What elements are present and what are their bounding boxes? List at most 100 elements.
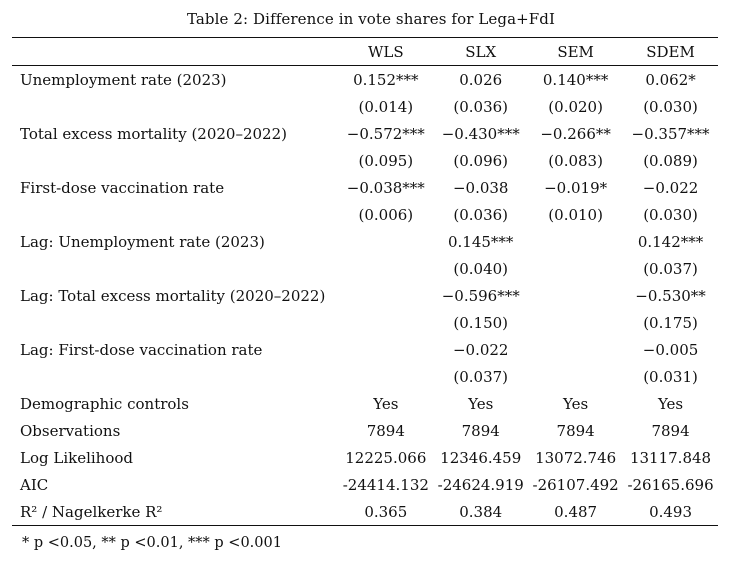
row-label: Lag: Total excess mortality (2020–2022)	[20, 286, 326, 305]
table-row: Observations 7894 7894 7894 7894	[12, 417, 718, 444]
cell-value: -24624.919	[437, 475, 524, 494]
cell-value: (0.095)	[358, 151, 414, 170]
cell-value: −0.038***	[346, 178, 425, 197]
cell-value: (0.096)	[453, 151, 509, 170]
table-row: (0.006) (0.036) (0.010) (0.030)	[12, 201, 718, 228]
row-label: Lag: First-dose vaccination rate	[20, 340, 263, 359]
table-row: Lag: Unemployment rate (2023) 0.145*** 0.1…	[12, 228, 718, 255]
table-row: (0.150) (0.175)	[12, 309, 718, 336]
cell-value: −0.005	[642, 340, 699, 359]
cell-value	[528, 255, 623, 282]
row-label: Lag: Unemployment rate (2023)	[20, 232, 265, 251]
table-row: R² / Nagelkerke R² 0.365 0.384 0.487 0.493	[12, 498, 718, 525]
cell-value: (0.010)	[548, 205, 603, 224]
cell-value: -26107.492	[532, 475, 619, 494]
table-row: (0.014) (0.036) (0.020) (0.030)	[12, 93, 718, 120]
cell-value	[338, 282, 433, 309]
row-label: Log Likelihood	[20, 448, 134, 467]
cell-value: 7894	[556, 421, 595, 440]
row-label: R² / Nagelkerke R²	[20, 502, 163, 521]
cell-value: 0.026	[459, 70, 503, 89]
table-row: (0.037) (0.031)	[12, 363, 718, 390]
cell-value: 0.145***	[447, 232, 514, 251]
cell-value: Yes	[373, 394, 399, 413]
cell-value	[528, 282, 623, 309]
cell-value: 0.140***	[542, 70, 609, 89]
cell-value: (0.083)	[548, 151, 603, 170]
cell-value	[338, 363, 433, 390]
cell-value: Yes	[468, 394, 494, 413]
bottom-rule	[12, 525, 718, 526]
cell-value	[338, 309, 433, 336]
cell-value: Yes	[563, 394, 589, 413]
row-label	[12, 255, 338, 282]
row-label	[12, 363, 338, 390]
table-row: Log Likelihood 12225.066 12346.459 13072.74…	[12, 444, 718, 471]
cell-value: −0.572***	[346, 124, 425, 143]
row-label	[12, 309, 338, 336]
cell-value	[338, 255, 433, 282]
cell-value: (0.030)	[643, 205, 698, 224]
cell-value: −0.596***	[441, 286, 520, 305]
cell-value: -26165.696	[627, 475, 714, 494]
cell-value: (0.089)	[643, 151, 698, 170]
header-row: WLS SLX SEM SDEM	[12, 38, 718, 66]
cell-value: −0.022	[452, 340, 509, 359]
cell-value	[528, 363, 623, 390]
cell-value: −0.266**	[540, 124, 611, 143]
cell-value	[528, 336, 623, 363]
cell-value: 0.493	[649, 502, 693, 521]
cell-value: 0.384	[459, 502, 503, 521]
cell-value: (0.036)	[453, 97, 509, 116]
table-row: (0.095) (0.096) (0.083) (0.089)	[12, 147, 718, 174]
table-row: (0.040) (0.037)	[12, 255, 718, 282]
row-label: AIC	[20, 475, 49, 494]
cell-value: (0.040)	[453, 259, 509, 278]
cell-value: (0.030)	[643, 97, 698, 116]
table-row: Total excess mortality (2020–2022) −0.572…	[12, 120, 718, 147]
cell-value	[338, 336, 433, 363]
cell-value: 7894	[461, 421, 500, 440]
cell-value: 13072.746	[535, 448, 617, 467]
cell-value: −0.530**	[635, 286, 706, 305]
cell-value: (0.020)	[548, 97, 603, 116]
cell-value: (0.014)	[358, 97, 414, 116]
cell-value: (0.037)	[453, 367, 509, 386]
cell-value: 13117.848	[629, 448, 712, 467]
cell-value: −0.430***	[441, 124, 520, 143]
table-row: Lag: Total excess mortality (2020–2022) −…	[12, 282, 718, 309]
table-caption: Table 2: Difference in vote shares for L…	[186, 10, 556, 28]
table-row: Unemployment rate (2023) 0.152*** 0.026 0.1…	[12, 66, 718, 94]
cell-value: -24414.132	[342, 475, 429, 494]
cell-value: (0.175)	[643, 313, 698, 332]
cell-value: 0.487	[554, 502, 598, 521]
cell-value: Yes	[657, 394, 684, 413]
cell-value: 12346.459	[440, 448, 522, 467]
cell-value	[338, 228, 433, 255]
table-row: Demographic controls Yes Yes Yes Yes	[12, 390, 718, 417]
cell-value: 0.062*	[645, 70, 696, 89]
cell-value: (0.150)	[453, 313, 509, 332]
cell-value	[528, 228, 623, 255]
cell-value: (0.031)	[643, 367, 698, 386]
cell-value: −0.022	[642, 178, 699, 197]
cell-value: 12225.066	[345, 448, 427, 467]
column-header: WLS	[338, 38, 434, 66]
row-label	[12, 201, 338, 228]
row-label: First-dose vaccination rate	[20, 178, 225, 197]
cell-value: −0.038	[452, 178, 509, 197]
row-label: Unemployment rate (2023)	[20, 70, 227, 89]
cell-value: 7894	[366, 421, 405, 440]
cell-value: (0.037)	[643, 259, 698, 278]
column-header: SLX	[433, 38, 529, 66]
cell-value: 0.365	[364, 502, 408, 521]
row-label	[12, 93, 338, 120]
table-body: Unemployment rate (2023) 0.152*** 0.026 0.1…	[12, 66, 718, 526]
cell-value: 0.142***	[637, 232, 704, 251]
column-header: SEM	[528, 38, 624, 66]
row-label: Demographic controls	[20, 394, 189, 413]
column-header: SDEM	[623, 38, 718, 66]
cell-value: (0.036)	[453, 205, 509, 224]
cell-value	[528, 309, 623, 336]
table-row: Lag: First-dose vaccination rate −0.022 −0…	[12, 336, 718, 363]
